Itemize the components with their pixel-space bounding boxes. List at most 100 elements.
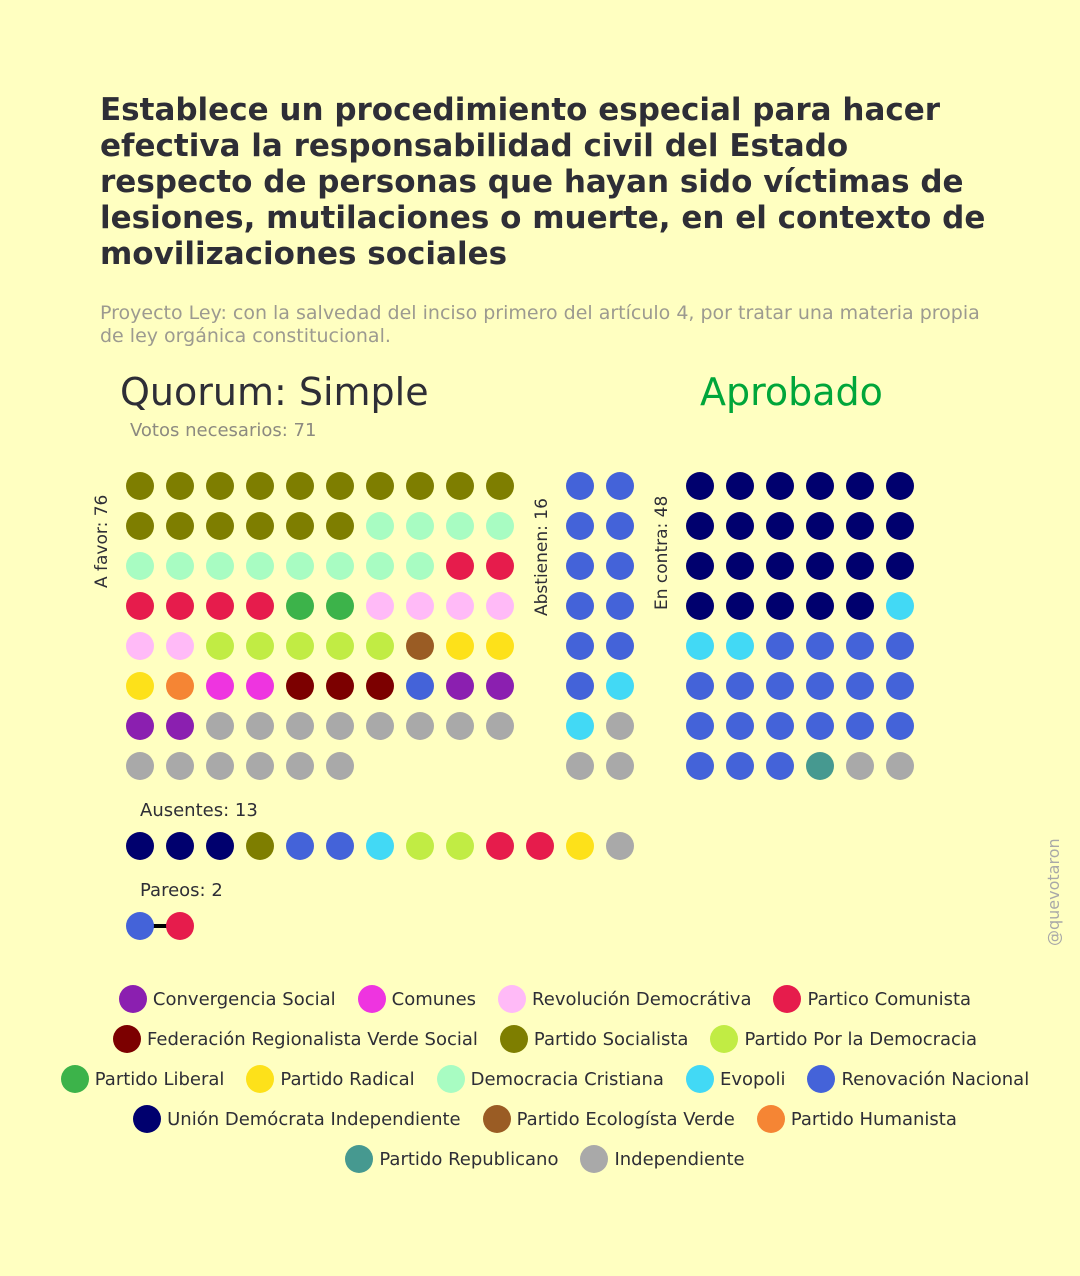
seat-dot-contra (806, 592, 834, 620)
seat-dot-favor (246, 512, 274, 540)
seat-dot-favor (366, 632, 394, 660)
seat-dot-favor (406, 552, 434, 580)
seat-dot-favor (166, 552, 194, 580)
legend-item: Partido Ecologísta Verde (482, 1104, 735, 1134)
seat-dot-contra (766, 752, 794, 780)
seat-dot-contra (846, 712, 874, 740)
seat-dot-ausentes (126, 832, 154, 860)
seat-dot-favor (126, 712, 154, 740)
seat-dot-favor (126, 672, 154, 700)
seat-dot-contra (806, 472, 834, 500)
page-title: Establece un procedimiento especial para… (100, 92, 986, 272)
seat-dot-favor (366, 672, 394, 700)
votes-needed: Votos necesarios: 71 (130, 420, 317, 441)
legend-label: Partico Comunista (807, 988, 972, 1010)
seat-dot-favor (206, 712, 234, 740)
seat-dot-abstencion (566, 512, 594, 540)
legend-item: Partido Socialista (499, 1024, 689, 1054)
seat-dot-favor (166, 672, 194, 700)
seat-dot-contra (846, 472, 874, 500)
seat-dot-abstencion (606, 672, 634, 700)
legend-item: Convergencia Social (118, 984, 336, 1014)
seat-dot-favor (326, 552, 354, 580)
group-label-abstention: Abstienen: 16 (532, 498, 552, 616)
seat-dot-favor (166, 752, 194, 780)
seat-dot-favor (246, 552, 274, 580)
seat-dot-abstencion (606, 512, 634, 540)
seat-dot-favor (326, 752, 354, 780)
seat-dot-favor (326, 632, 354, 660)
seat-dot-favor (486, 712, 514, 740)
seat-dot-favor (486, 672, 514, 700)
seat-dot-favor (486, 472, 514, 500)
seat-dot-favor (486, 592, 514, 620)
group-label-absent: Ausentes: 13 (140, 800, 258, 821)
seat-dot-abstencion (606, 592, 634, 620)
seat-dot-favor (446, 512, 474, 540)
seat-dot-contra (886, 632, 914, 660)
seat-dot-contra (686, 672, 714, 700)
seat-dot-abstencion (606, 552, 634, 580)
legend-swatch (807, 1065, 836, 1093)
seat-dot-favor (206, 592, 234, 620)
seat-dot-favor (366, 592, 394, 620)
seat-dot-favor (246, 672, 274, 700)
seat-dot-contra (886, 672, 914, 700)
legend-item: Partico Comunista (773, 984, 971, 1014)
legend-label: Partido Socialista (533, 1028, 689, 1050)
seat-dot-favor (126, 632, 154, 660)
seat-dot-favor (486, 632, 514, 660)
legend-swatch (118, 985, 147, 1013)
seat-dot-contra (726, 632, 754, 660)
legend-swatch (773, 985, 802, 1013)
seat-dot-favor (206, 632, 234, 660)
seat-dot-contra (686, 512, 714, 540)
seat-dot-contra (766, 632, 794, 660)
legend-swatch (499, 1025, 528, 1053)
seat-dot-contra (726, 712, 754, 740)
seat-dot-favor (326, 512, 354, 540)
legend-item: Federación Regionalista Verde Social (113, 1024, 478, 1054)
legend-label: Convergencia Social (152, 988, 336, 1010)
seat-dot-favor (286, 672, 314, 700)
seat-dot-ausentes (166, 832, 194, 860)
seat-dot-ausentes (366, 832, 394, 860)
seat-dot-abstencion (566, 472, 594, 500)
seat-dot-favor (126, 552, 154, 580)
group-label-favor: A favor: 76 (92, 494, 112, 588)
seat-dot-contra (846, 512, 874, 540)
seat-dot-favor (366, 512, 394, 540)
seat-dot-favor (166, 592, 194, 620)
seat-dot-favor (206, 472, 234, 500)
seat-dot-favor (446, 592, 474, 620)
seat-dot-favor (366, 712, 394, 740)
seat-dot-favor (446, 632, 474, 660)
legend-swatch (482, 1105, 511, 1133)
seat-dot-ausentes (206, 832, 234, 860)
seat-dot-favor (246, 632, 274, 660)
seat-dot-contra (846, 752, 874, 780)
seat-dot-contra (886, 592, 914, 620)
seat-dot-pareos (166, 912, 194, 940)
seat-dot-ausentes (526, 832, 554, 860)
seat-dot-favor (326, 472, 354, 500)
legend-swatch (710, 1025, 739, 1053)
seat-dot-ausentes (406, 832, 434, 860)
seat-dot-favor (406, 712, 434, 740)
legend-item: Partido Radical (246, 1064, 415, 1094)
seat-dot-favor (446, 672, 474, 700)
seat-dot-abstencion (566, 712, 594, 740)
seat-dot-favor (166, 632, 194, 660)
seat-dot-favor (406, 632, 434, 660)
seat-dot-contra (686, 712, 714, 740)
legend-item: Partido Republicano (345, 1144, 558, 1174)
legend-label: Democracia Cristiana (470, 1068, 664, 1090)
legend-item: Unión Demócrata Independiente (133, 1104, 461, 1134)
group-label-pairs: Pareos: 2 (140, 880, 223, 901)
legend-swatch (113, 1025, 141, 1053)
seat-dot-contra (886, 472, 914, 500)
seat-dot-favor (206, 552, 234, 580)
seat-dot-contra (886, 512, 914, 540)
seat-dot-favor (286, 512, 314, 540)
seat-dot-favor (206, 752, 234, 780)
